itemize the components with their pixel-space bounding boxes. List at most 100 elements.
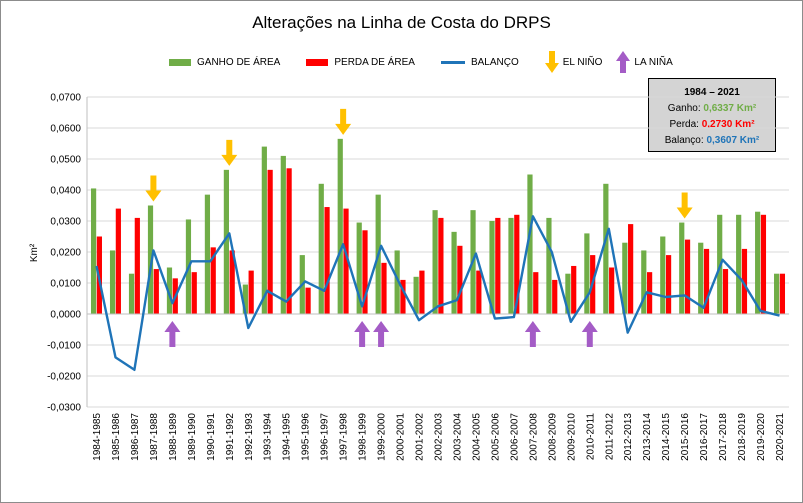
x-tick-label: 2008-2009 <box>547 413 558 461</box>
summary-period: 1984 – 2021 <box>684 87 740 98</box>
legend-loss-swatch <box>306 58 329 66</box>
x-tick-label: 2013-2014 <box>642 413 653 461</box>
el-nino-arrow-icon <box>335 108 352 135</box>
legend-el-nino: EL NIÑO <box>544 51 602 73</box>
bar-loss <box>665 255 672 314</box>
el-nino-arrow-icon <box>145 175 162 202</box>
bar-gain <box>109 250 116 314</box>
bar-loss <box>229 250 235 314</box>
x-tick-label: 2003-2004 <box>452 413 463 461</box>
bar-loss <box>514 214 520 314</box>
arrow-up-icon <box>616 51 631 73</box>
bar-loss <box>305 287 311 314</box>
x-tick-label: 2018-2019 <box>737 413 748 461</box>
summary-loss-value: 0,2730 Km² <box>701 119 755 130</box>
x-tick-label: 2016-2017 <box>699 413 710 461</box>
bar-loss <box>381 262 387 314</box>
bar-gain <box>774 273 780 314</box>
legend-loss: PERDA DE ÁREA <box>306 57 415 68</box>
bar-loss <box>362 230 368 314</box>
legend: GANHO DE ÁREA PERDA DE ÁREA BALANÇO EL N… <box>169 50 699 74</box>
x-tick-label: 1997-1998 <box>339 413 350 461</box>
bar-gain <box>432 210 438 314</box>
bar-loss <box>115 208 121 314</box>
bar-gain <box>451 231 457 314</box>
x-tick-label: 2010-2011 <box>585 413 596 461</box>
bar-gain <box>508 217 514 314</box>
la-nina-arrow-icon <box>164 321 181 347</box>
summary-loss-label: Perda: <box>669 119 699 130</box>
el-nino-arrow-icon <box>676 192 693 219</box>
summary-gain-label: Ganho: <box>667 103 701 114</box>
y-tick-label: 0,0000 <box>50 310 81 321</box>
bar-gain <box>261 146 267 314</box>
bar-gain <box>565 273 571 314</box>
bar-loss <box>134 217 140 314</box>
bar-loss <box>343 208 349 314</box>
bar-loss <box>457 245 463 314</box>
y-axis-label: Km² <box>29 243 40 262</box>
bar-loss <box>779 273 786 314</box>
bar-gain <box>527 174 533 314</box>
bar-loss <box>438 217 444 314</box>
legend-la-nina: LA NIÑA <box>616 51 673 73</box>
bar-loss <box>495 217 501 314</box>
bar-gain <box>242 284 248 314</box>
bar-loss <box>722 269 729 314</box>
x-tick-label: 1987-1988 <box>149 413 160 461</box>
legend-gain-label: GANHO DE ÁREA <box>197 56 281 68</box>
legend-balance-label: BALANÇO <box>470 56 519 68</box>
x-tick-label: 2007-2008 <box>528 413 539 461</box>
y-tick-label: -0,0200 <box>47 372 81 383</box>
x-tick-label: 1990-1991 <box>206 413 217 461</box>
x-tick-label: 1999-2000 <box>377 413 388 461</box>
bar-gain <box>698 242 704 314</box>
bar-gain <box>489 221 495 314</box>
bar-gain <box>584 233 590 314</box>
x-tick-label: 2019-2020 <box>756 413 767 461</box>
bar-gain <box>280 155 286 314</box>
bar-gain <box>147 205 154 314</box>
summary-gain: Ganho: 0,6337 Km² <box>649 101 775 117</box>
x-tick-label: 1991-1992 <box>225 413 236 461</box>
summary-balance-label: Balanço: <box>664 135 704 146</box>
bar-gain <box>755 211 761 314</box>
y-tick-label: -0,0100 <box>47 341 81 352</box>
x-tick-label: 2005-2006 <box>490 413 501 461</box>
summary-balance: Balanço: 0,3607 Km² <box>649 133 775 149</box>
la-nina-arrow-icon <box>581 321 598 347</box>
bar-gain <box>90 188 97 314</box>
bar-gain <box>413 276 419 314</box>
bar-gain <box>641 250 647 314</box>
bar-gain <box>128 273 135 314</box>
x-tick-label: 1996-1997 <box>320 413 331 461</box>
x-tick-label: 1989-1990 <box>187 413 198 461</box>
bar-gain <box>318 183 324 314</box>
x-tick-label: 2017-2018 <box>718 413 729 461</box>
summary-loss: Perda: 0,2730 Km² <box>649 117 775 133</box>
el-nino-arrow-icon <box>221 139 238 166</box>
legend-loss-label: PERDA DE ÁREA <box>334 56 415 68</box>
legend-gain-swatch <box>169 58 191 66</box>
summary-gain-value: 0,6337 Km² <box>703 103 757 114</box>
bar-gain <box>679 222 685 314</box>
arrow-down-icon <box>544 51 559 73</box>
x-tick-label: 2001-2002 <box>415 413 426 461</box>
summary-box: 1984 – 2021 Ganho: 0,6337 Km² Perda: 0,2… <box>648 78 776 152</box>
x-tick-label: 2004-2005 <box>471 413 482 461</box>
x-tick-label: 1988-1989 <box>168 413 179 461</box>
legend-balance: BALANÇO <box>440 56 519 68</box>
x-tick-label: 2015-2016 <box>680 413 691 461</box>
x-tick-label: 1995-1996 <box>301 413 312 461</box>
bar-loss <box>248 270 254 314</box>
x-tick-label: 2020-2021 <box>775 413 786 461</box>
bar-loss <box>628 224 634 314</box>
bar-loss <box>153 269 159 314</box>
x-tick-label: 1998-1999 <box>358 413 369 461</box>
bar-loss <box>476 270 482 314</box>
y-tick-label: 0,0400 <box>50 186 81 197</box>
x-tick-label: 1986-1987 <box>130 413 141 461</box>
y-tick-label: 0,0200 <box>50 248 81 259</box>
